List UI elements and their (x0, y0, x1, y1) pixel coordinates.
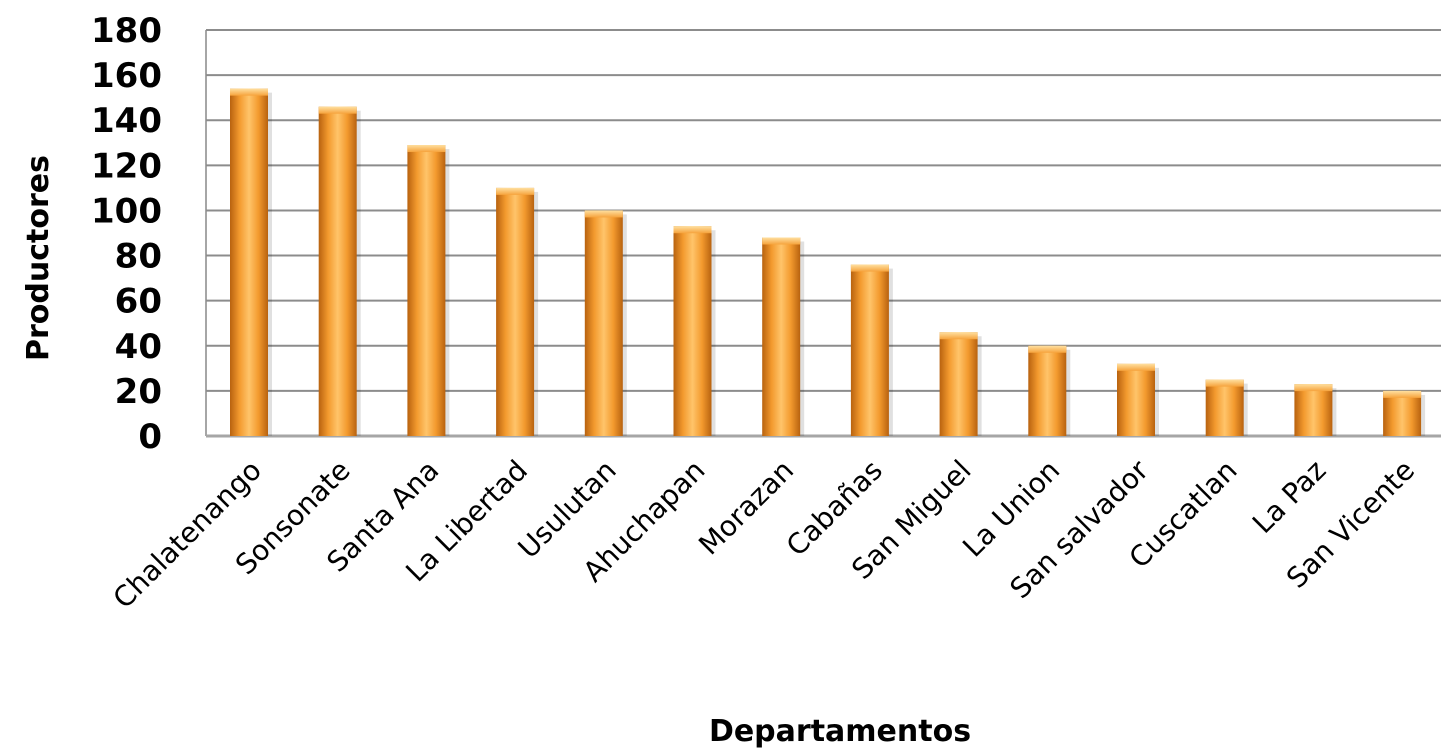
y-tick-label: 0 (138, 417, 162, 457)
bar-body (584, 210, 623, 436)
bar (318, 106, 361, 436)
bar (230, 88, 272, 437)
bar (407, 145, 450, 437)
bar (584, 210, 627, 436)
bar-cap (407, 145, 446, 153)
bar-body (318, 106, 357, 436)
bar-cap (230, 88, 268, 96)
bar (1205, 379, 1248, 436)
bar-body (673, 226, 712, 436)
y-tick-label: 60 (115, 282, 162, 322)
bar-body (1294, 384, 1333, 436)
y-tick-label: 180 (91, 11, 162, 51)
bar-body (1028, 345, 1067, 436)
bar-body (939, 332, 978, 436)
y-axis-ticks: 0 20 40 60 80 100 120 140 160 180 (91, 11, 162, 457)
bar-cap (762, 237, 801, 245)
bar-body (1205, 379, 1244, 436)
y-axis-title: Productores (21, 155, 56, 361)
bar (850, 264, 893, 436)
bar (1028, 345, 1071, 436)
bar-cap (1117, 363, 1155, 371)
bar (673, 226, 716, 436)
gridlines (206, 29, 1441, 438)
y-tick-label: 80 (115, 237, 162, 277)
bar-body (407, 145, 446, 437)
bar-cap (318, 106, 357, 114)
y-tick-label: 140 (91, 101, 162, 141)
bar-body (1383, 390, 1422, 436)
bar-body (762, 237, 801, 436)
y-tick-label: 40 (115, 327, 162, 367)
bar-cap (1028, 345, 1067, 353)
bar-cap (1294, 384, 1333, 392)
bar (762, 237, 805, 436)
bar-cap (673, 226, 712, 234)
y-tick-label: 20 (115, 372, 162, 412)
bar-cap (939, 332, 978, 340)
bar-cap (850, 264, 889, 272)
bar-series (230, 88, 1426, 437)
bar (1294, 384, 1337, 436)
bar-body (496, 187, 535, 436)
y-tick-label: 120 (91, 146, 162, 186)
x-tick-label: Chalatenango (107, 454, 268, 615)
bar-body (850, 264, 889, 436)
y-tick-label: 100 (91, 191, 162, 231)
bar-body (1117, 363, 1155, 436)
bar (1117, 363, 1159, 436)
x-axis-title: Departamentos (709, 714, 971, 749)
bar (939, 332, 982, 436)
bar (1383, 390, 1426, 436)
bar-cap (584, 210, 623, 218)
x-tick-label: Morazan (692, 454, 800, 562)
x-tick-label: La Paz (1246, 454, 1332, 540)
bar-cap (496, 187, 535, 195)
y-tick-label: 160 (91, 56, 162, 96)
bar-cap (1383, 390, 1422, 398)
bar-cap (1205, 379, 1244, 387)
bar (496, 187, 539, 436)
bar-body (230, 88, 268, 437)
